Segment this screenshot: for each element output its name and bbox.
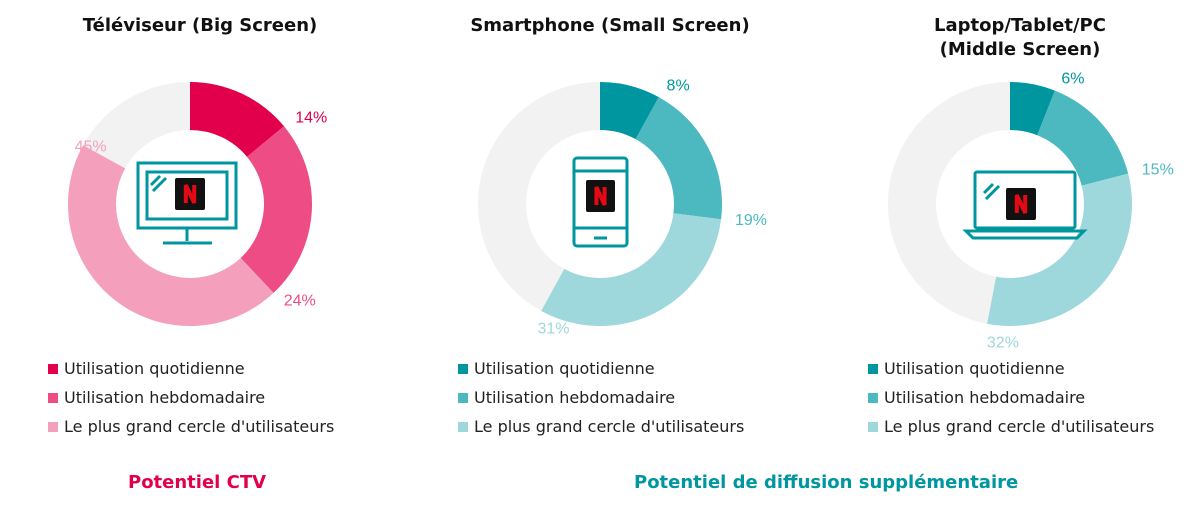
donut-chart-smartphone: 8% 19% 31% xyxy=(478,78,767,337)
chart-title-line: Téléviseur (Big Screen) xyxy=(82,15,318,36)
legend-swatch xyxy=(868,392,878,403)
data-label-daily: 14% xyxy=(295,110,327,127)
donut-chart-tv: 14% 24% 45% xyxy=(68,82,327,326)
chart-legend: Utilisation quotidienne Utilisation hebd… xyxy=(48,354,334,441)
legend-swatch xyxy=(48,363,58,374)
data-label-weekly: 15% xyxy=(1142,162,1174,179)
legend-swatch xyxy=(48,392,58,403)
data-label-widest-circle: 45% xyxy=(75,138,107,155)
legend-label: Le plus grand cercle d'utilisateurs xyxy=(884,417,1155,436)
data-label-daily: 6% xyxy=(1061,70,1084,87)
chart-panel-laptop: Laptop/Tablet/PC (Middle Screen) 6% 15% 32… xyxy=(820,0,1200,460)
chart-panel-smartphone: Smartphone (Small Screen) 8% 19% 31% Utili… xyxy=(410,0,810,460)
donut-chart-laptop: 6% 15% 32% xyxy=(888,70,1174,352)
legend-label: Utilisation hebdomadaire xyxy=(884,388,1086,407)
netflix-logo-icon xyxy=(175,178,205,210)
legend-swatch xyxy=(458,392,468,403)
data-label-daily: 8% xyxy=(667,78,690,95)
donut-segment-widest-circle xyxy=(987,173,1132,326)
data-label-widest-circle: 32% xyxy=(987,335,1019,352)
chart-title-line: Smartphone (Small Screen) xyxy=(470,15,750,36)
legend-item-widest-circle: Le plus grand cercle d'utilisateurs xyxy=(48,412,334,441)
data-label-weekly: 24% xyxy=(284,293,316,310)
donut-segment-daily xyxy=(600,82,659,140)
donut-segment-weekly xyxy=(1037,90,1129,186)
legend-label: Le plus grand cercle d'utilisateurs xyxy=(474,417,745,436)
chart-legend: Utilisation quotidienne Utilisation hebd… xyxy=(868,354,1154,441)
chart-title: Smartphone (Small Screen) xyxy=(410,14,810,38)
legend-swatch xyxy=(868,363,878,374)
data-label-weekly: 19% xyxy=(735,212,767,229)
legend-label: Utilisation quotidienne xyxy=(474,359,655,378)
chart-title-line: Laptop/Tablet/PC xyxy=(934,15,1106,36)
legend-item-daily: Utilisation quotidienne xyxy=(458,354,744,383)
chart-title: Laptop/Tablet/PC (Middle Screen) xyxy=(820,14,1200,62)
legend-item-weekly: Utilisation hebdomadaire xyxy=(48,383,334,412)
legend-label: Utilisation quotidienne xyxy=(884,359,1065,378)
chart-title-line: (Middle Screen) xyxy=(939,39,1101,60)
donut-segment-daily xyxy=(190,82,285,157)
chart-panel-tv: Téléviseur (Big Screen) 14% 24% 45% Utilis… xyxy=(0,0,400,460)
legend-item-weekly: Utilisation hebdomadaire xyxy=(868,383,1154,412)
footer-additional-reach-potential: Potentiel de diffusion supplémentaire xyxy=(634,472,1019,493)
donut-segment-daily xyxy=(1010,82,1055,136)
legend-swatch xyxy=(458,363,468,374)
legend-item-daily: Utilisation quotidienne xyxy=(48,354,334,383)
chart-title: Téléviseur (Big Screen) xyxy=(0,14,400,38)
data-label-widest-circle: 31% xyxy=(537,320,569,337)
donut-segment-widest-circle xyxy=(541,213,722,326)
legend-swatch xyxy=(868,421,878,432)
legend-item-daily: Utilisation quotidienne xyxy=(868,354,1154,383)
legend-label: Utilisation hebdomadaire xyxy=(64,388,266,407)
netflix-logo-icon xyxy=(586,180,615,212)
legend-swatch xyxy=(48,421,58,432)
legend-item-widest-circle: Le plus grand cercle d'utilisateurs xyxy=(868,412,1154,441)
legend-label: Utilisation quotidienne xyxy=(64,359,245,378)
legend-item-widest-circle: Le plus grand cercle d'utilisateurs xyxy=(458,412,744,441)
smartphone-icon xyxy=(572,156,629,248)
legend-label: Le plus grand cercle d'utilisateurs xyxy=(64,417,335,436)
legend-swatch xyxy=(458,421,468,432)
legend-item-weekly: Utilisation hebdomadaire xyxy=(458,383,744,412)
laptop-icon xyxy=(962,170,1088,240)
footer-ctv-potential: Potentiel CTV xyxy=(128,472,267,493)
donut-segment-weekly xyxy=(635,97,722,220)
donut-segment-weekly xyxy=(240,126,312,293)
chart-legend: Utilisation quotidienne Utilisation hebd… xyxy=(458,354,744,441)
donut-segment-widest-circle xyxy=(68,145,274,326)
netflix-logo-icon xyxy=(1006,188,1036,220)
legend-label: Utilisation hebdomadaire xyxy=(474,388,676,407)
tv-icon xyxy=(136,161,238,245)
